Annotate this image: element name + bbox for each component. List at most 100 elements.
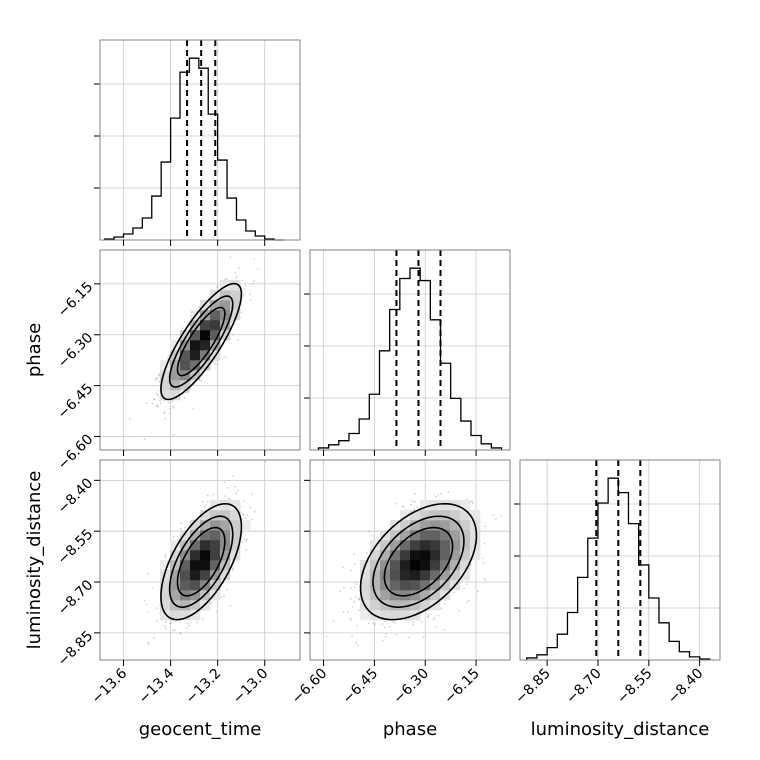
density-bin — [180, 610, 191, 621]
scatter-point — [358, 598, 361, 601]
scatter-point — [243, 288, 246, 290]
scatter-point — [414, 492, 416, 495]
density-bin — [180, 580, 191, 591]
scatter-point — [388, 625, 391, 628]
y-tick-label: −6.15 — [55, 279, 97, 321]
scatter-point — [188, 390, 190, 393]
density-bin — [430, 570, 441, 581]
density-bin — [190, 610, 201, 621]
scatter-point — [253, 510, 256, 513]
scatter-point — [224, 278, 227, 280]
density-bin — [160, 560, 171, 571]
scatter-point — [236, 489, 239, 492]
density-bin — [440, 530, 451, 541]
scatter-point — [253, 258, 256, 261]
scatter-point — [355, 596, 357, 598]
contour-level-3 — [160, 282, 243, 401]
density-bin — [200, 310, 211, 321]
scatter-point — [434, 626, 437, 629]
x-axis-label-geocent_time: geocent_time — [139, 719, 262, 740]
scatter-point — [411, 499, 414, 502]
scatter-point — [164, 553, 167, 556]
scatter-point — [224, 355, 227, 358]
density-bin — [230, 540, 241, 551]
scatter-point — [391, 621, 394, 624]
scatter-point — [158, 380, 161, 383]
scatter-point — [171, 400, 174, 403]
density-bin — [160, 610, 171, 621]
density-bin — [370, 570, 381, 581]
scatter-point — [147, 611, 150, 614]
scatter-point — [353, 601, 356, 603]
scatter-point — [443, 628, 446, 631]
density-bin — [460, 530, 471, 541]
density-bin — [210, 570, 221, 581]
density-bin — [160, 380, 171, 391]
scatter-point — [232, 475, 235, 478]
scatter-point — [243, 538, 246, 540]
scatter-point — [492, 514, 495, 517]
panel-background — [100, 40, 300, 240]
density-bin — [160, 590, 171, 601]
density-bin — [210, 310, 221, 321]
scatter-point — [180, 522, 183, 525]
scatter-point — [355, 641, 357, 644]
scatter-point — [381, 623, 383, 625]
density-bin — [230, 300, 241, 311]
scatter-point — [440, 492, 442, 495]
density-bin — [470, 510, 481, 521]
scatter-point — [354, 586, 356, 589]
density-bin — [190, 550, 201, 561]
density-panel-luminosity_distance-vs-phase: −6.60 −6.45 −6.30 −6.15 — [289, 459, 511, 708]
scatter-point — [163, 411, 166, 414]
density-bin — [440, 550, 451, 561]
scatter-point — [381, 639, 384, 642]
scatter-point — [148, 643, 150, 646]
scatter-point — [256, 267, 259, 270]
density-bin — [210, 330, 221, 341]
density-bin — [420, 510, 431, 521]
x-tick-label: −6.60 — [289, 666, 331, 708]
scatter-point — [234, 271, 237, 274]
density-bin — [220, 320, 231, 331]
density-bin — [450, 530, 461, 541]
scatter-point — [342, 611, 345, 613]
density-bin — [440, 500, 451, 511]
scatter-point — [484, 525, 486, 528]
density-bin — [460, 550, 471, 561]
density-bin — [170, 380, 181, 391]
scatter-point — [145, 603, 148, 606]
density-bin — [420, 600, 431, 611]
scatter-point — [463, 587, 466, 590]
x-tick-label: −6.45 — [340, 666, 382, 708]
scatter-point — [349, 597, 352, 600]
scatter-point — [250, 518, 253, 521]
scatter-point — [401, 505, 404, 508]
scatter-point — [347, 610, 350, 613]
scatter-point — [172, 405, 175, 408]
scatter-point — [172, 407, 175, 409]
scatter-point — [358, 609, 361, 612]
density-bin — [230, 280, 241, 291]
density-bin — [410, 570, 421, 581]
scatter-point — [349, 617, 352, 620]
density-bin — [370, 580, 381, 591]
density-bin — [410, 600, 421, 611]
scatter-point — [191, 407, 194, 410]
scatter-point — [372, 622, 374, 625]
density-bin — [440, 570, 451, 581]
density-bin — [220, 290, 231, 301]
density-bin — [230, 310, 241, 321]
scatter-point — [251, 282, 254, 285]
scatter-point — [173, 629, 176, 632]
contour-level-3 — [359, 502, 478, 621]
scatter-point — [216, 285, 219, 288]
y-tick-label: −8.70 — [55, 577, 97, 619]
scatter-point — [495, 517, 497, 520]
density-bin — [160, 580, 171, 591]
density-bin — [200, 520, 211, 531]
scatter-point — [339, 590, 342, 593]
scatter-point — [226, 487, 229, 489]
density-bin — [430, 600, 441, 611]
density-bin — [170, 340, 181, 351]
